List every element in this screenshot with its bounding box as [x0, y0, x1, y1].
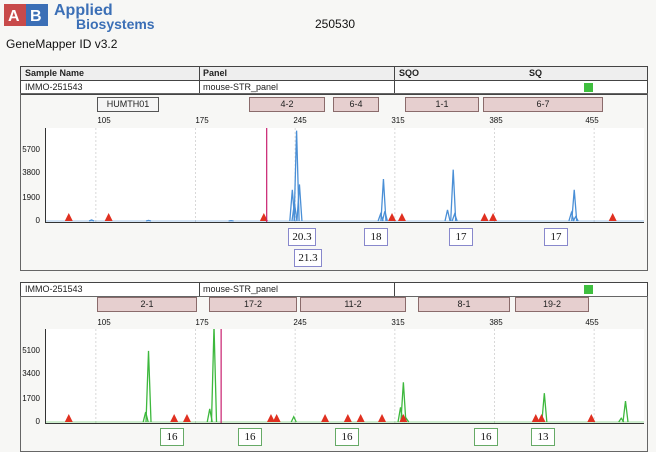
size-standard-marker: [170, 414, 178, 422]
col-sq: SQ: [529, 68, 542, 78]
marker-bin[interactable]: 6-7: [483, 97, 603, 112]
allele-label[interactable]: 21.3: [294, 249, 322, 267]
allele-label[interactable]: 16: [238, 428, 262, 446]
y-tick: 1700: [10, 394, 40, 403]
marker-bin[interactable]: 4-2: [249, 97, 325, 112]
y-tick: 3400: [10, 369, 40, 378]
peak: [212, 329, 217, 422]
size-standard-marker: [65, 213, 73, 221]
size-standard-marker: [183, 414, 191, 422]
quality-flag-icon: [584, 285, 593, 294]
x-tick: 175: [195, 318, 208, 327]
size-standard-marker: [65, 414, 73, 422]
y-tick: 5100: [10, 346, 40, 355]
y-tick: 0: [10, 216, 40, 225]
size-standard-marker: [609, 213, 617, 221]
sample-name: IMMO-251543: [25, 82, 83, 92]
x-tick: 315: [391, 318, 404, 327]
peak: [146, 220, 151, 221]
marker-bin[interactable]: 6-4: [333, 97, 379, 112]
sample-row-2[interactable]: IMMO-251543 mouse-STR_panel: [20, 282, 648, 297]
size-standard-marker: [273, 414, 281, 422]
trace-svg: [46, 329, 644, 423]
svg-text:B: B: [30, 8, 42, 25]
trace-svg: [46, 128, 644, 222]
col-panel: Panel: [203, 68, 227, 78]
brand-line2: Biosystems: [76, 17, 155, 31]
allele-label[interactable]: 16: [474, 428, 498, 446]
x-tick: 455: [585, 116, 598, 125]
size-standard-marker: [489, 213, 497, 221]
allele-label[interactable]: 17: [449, 228, 473, 246]
size-standard-marker: [481, 213, 489, 221]
x-tick: 105: [97, 318, 110, 327]
x-tick: 175: [195, 116, 208, 125]
table-header: Sample Name Panel SQO SQ: [20, 66, 648, 81]
allele-label[interactable]: 16: [335, 428, 359, 446]
y-tick: 1900: [10, 193, 40, 202]
x-tick: 315: [391, 116, 404, 125]
sample-name: IMMO-251543: [25, 284, 83, 294]
size-standard-marker: [321, 414, 329, 422]
size-standard-marker: [357, 414, 365, 422]
panel-name: mouse-STR_panel: [203, 284, 278, 294]
marker-bin[interactable]: 19-2: [515, 297, 589, 312]
x-tick: 245: [293, 318, 306, 327]
x-tick: 385: [489, 116, 502, 125]
peak: [382, 211, 387, 221]
marker-bin[interactable]: 2-1: [97, 297, 197, 312]
peak: [452, 214, 457, 221]
y-tick: 3800: [10, 168, 40, 177]
quality-flag-icon: [584, 83, 593, 92]
marker-bin[interactable]: 17-2: [209, 297, 297, 312]
peak: [445, 210, 450, 221]
marker-bin[interactable]: 8-1: [418, 297, 510, 312]
x-tick: 105: [97, 116, 110, 125]
x-tick: 385: [489, 318, 502, 327]
software-name: GeneMapper ID v3.2: [6, 37, 117, 51]
allele-label[interactable]: 20.3: [288, 228, 316, 246]
x-tick: 455: [585, 318, 598, 327]
plot-area-1[interactable]: [45, 128, 644, 223]
marker-bin[interactable]: 1-1: [405, 97, 479, 112]
size-standard-marker: [378, 414, 386, 422]
x-tick: 245: [293, 116, 306, 125]
allele-label[interactable]: 17: [544, 228, 568, 246]
panel-name: mouse-STR_panel: [203, 82, 278, 92]
size-standard-marker: [105, 213, 113, 221]
size-standard-marker: [344, 414, 352, 422]
marker-bin[interactable]: 11-2: [300, 297, 406, 312]
size-standard-marker: [537, 414, 545, 422]
run-id: 250530: [315, 17, 355, 31]
svg-text:A: A: [8, 8, 20, 25]
plot-area-2[interactable]: [45, 329, 644, 424]
marker-bin[interactable]: HUMTH01: [97, 97, 159, 112]
peak: [573, 217, 578, 221]
allele-label[interactable]: 16: [160, 428, 184, 446]
y-tick: 0: [10, 417, 40, 426]
peak: [146, 351, 151, 422]
peak: [623, 401, 628, 422]
col-sample-name: Sample Name: [25, 68, 84, 78]
y-tick: 5700: [10, 145, 40, 154]
allele-label[interactable]: 18: [364, 228, 388, 246]
applied-biosystems-logo: A B: [4, 4, 48, 26]
size-standard-marker: [398, 213, 406, 221]
col-sqo: SQO: [399, 68, 419, 78]
allele-label[interactable]: 13: [531, 428, 555, 446]
